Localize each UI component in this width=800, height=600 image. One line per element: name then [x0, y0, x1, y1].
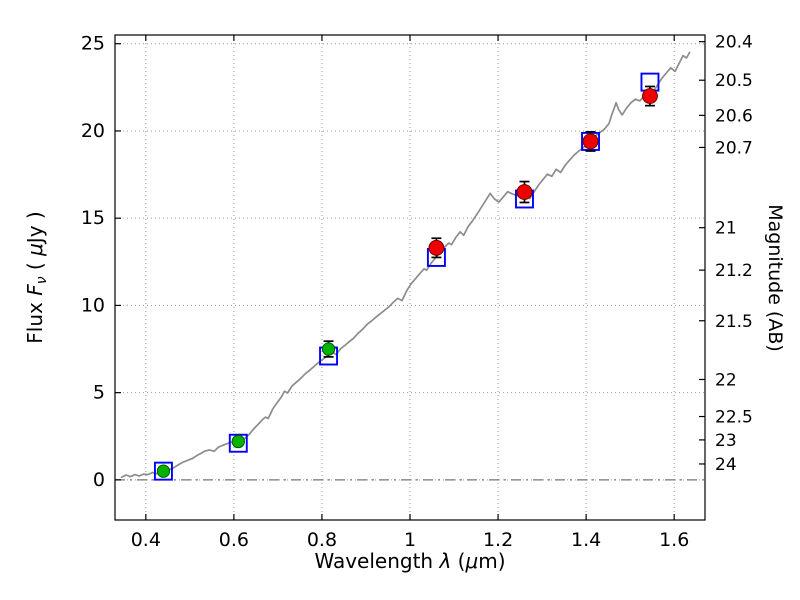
observed-infrared-marker	[428, 239, 445, 256]
axis-labels: Magnitude (AB) Wavelength λ (μm) Flux Fν …	[23, 204, 786, 573]
gridlines	[115, 35, 705, 520]
y-right-tick-label: 20.4	[715, 33, 753, 53]
y-left-tick-label: 5	[93, 382, 105, 404]
observed-optical-marker	[321, 342, 336, 356]
tick-labels: 0.4 0.6 0.8 1 1.2 1.4 1.6 0 5 10 15 20 25 20.4 20.5 20.…	[81, 33, 753, 551]
x-tick-label: 0.8	[307, 529, 337, 551]
observed-infrared-marker	[516, 184, 533, 200]
observed-optical-marker	[156, 464, 171, 478]
y-right-tick-label: 20.7	[715, 138, 753, 158]
observed-infrared-marker	[582, 133, 599, 150]
y-left-tick-label: 25	[81, 33, 105, 55]
observed-photometry-points	[156, 88, 658, 478]
error-bars	[158, 85, 655, 476]
y-left-tick-label: 20	[81, 120, 105, 142]
x-tick-label: 1.6	[659, 529, 689, 551]
x-tick-label: 1.4	[571, 529, 601, 551]
tick-marks	[115, 35, 705, 520]
x-tick-label: 1.2	[483, 529, 513, 551]
x-tick-label: 0.4	[131, 529, 161, 551]
model-square-marker	[228, 433, 248, 453]
y-left-tick-label: 0	[93, 469, 105, 491]
y-right-tick-label: 22	[715, 370, 737, 390]
observed-infrared-marker	[642, 88, 658, 105]
y-right-tick-label: 21	[715, 219, 737, 239]
model-spectrum-line	[120, 51, 691, 479]
observed-optical-marker	[231, 434, 245, 449]
right-axis-label: Magnitude (AB)	[764, 204, 786, 352]
model-photometry-squares	[153, 72, 660, 481]
y-right-tick-label: 20.5	[715, 71, 753, 91]
y-left-tick-label: 15	[81, 207, 105, 229]
y-left-tick-label: 10	[81, 294, 105, 316]
model-square-marker	[153, 461, 173, 481]
y-right-tick-label: 21.5	[715, 312, 753, 332]
y-right-tick-label: 21.2	[715, 261, 753, 281]
left-axis-label: Flux Fν ( μJy )	[23, 211, 50, 343]
spectrum-path	[120, 51, 691, 479]
y-right-tick-label: 23	[715, 431, 737, 451]
y-right-tick-label: 22.5	[715, 408, 753, 428]
y-right-tick-label: 24	[715, 455, 737, 475]
x-axis-label: Wavelength λ (μm)	[314, 549, 505, 573]
x-tick-label: 1	[404, 529, 416, 551]
x-tick-label: 0.6	[219, 529, 249, 551]
y-right-tick-label: 20.6	[715, 106, 753, 126]
